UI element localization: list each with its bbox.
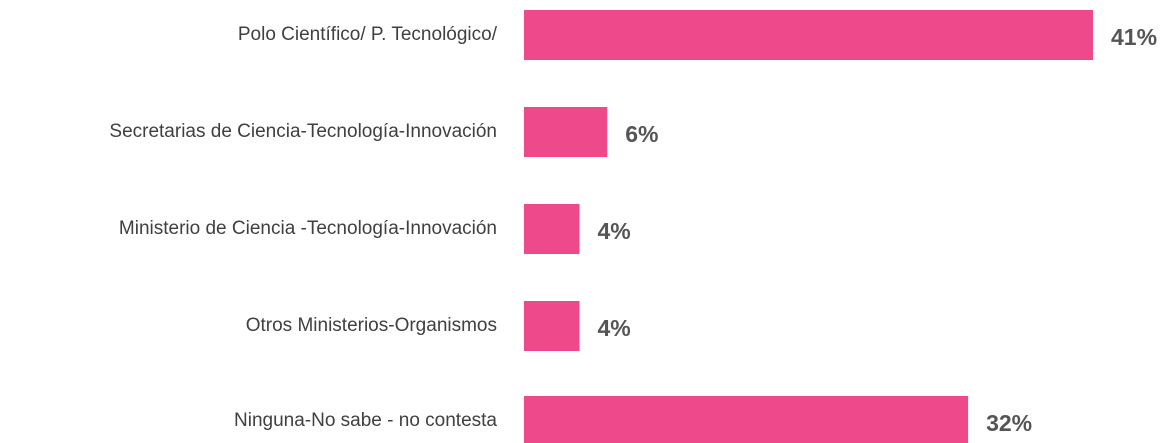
value-label: 32% — [986, 410, 1032, 436]
value-label: 4% — [598, 218, 631, 244]
category-label: Otros Ministerios-Organismos — [246, 315, 497, 336]
bar — [524, 204, 580, 254]
value-label: 4% — [598, 315, 631, 341]
category-label: Ministerio de Ciencia -Tecnología-Innova… — [119, 218, 497, 239]
category-label: Secretarias de Ciencia-Tecnología-Innova… — [109, 121, 497, 142]
bar — [524, 107, 608, 157]
bar — [524, 396, 969, 443]
value-label: 6% — [625, 121, 658, 147]
category-label: Ninguna-No sabe - no contesta — [234, 410, 497, 431]
category-label: Polo Científico/ P. Tecnológico/ — [238, 24, 498, 45]
value-label: 41% — [1111, 24, 1157, 50]
bar — [524, 10, 1093, 60]
bar — [524, 301, 580, 351]
